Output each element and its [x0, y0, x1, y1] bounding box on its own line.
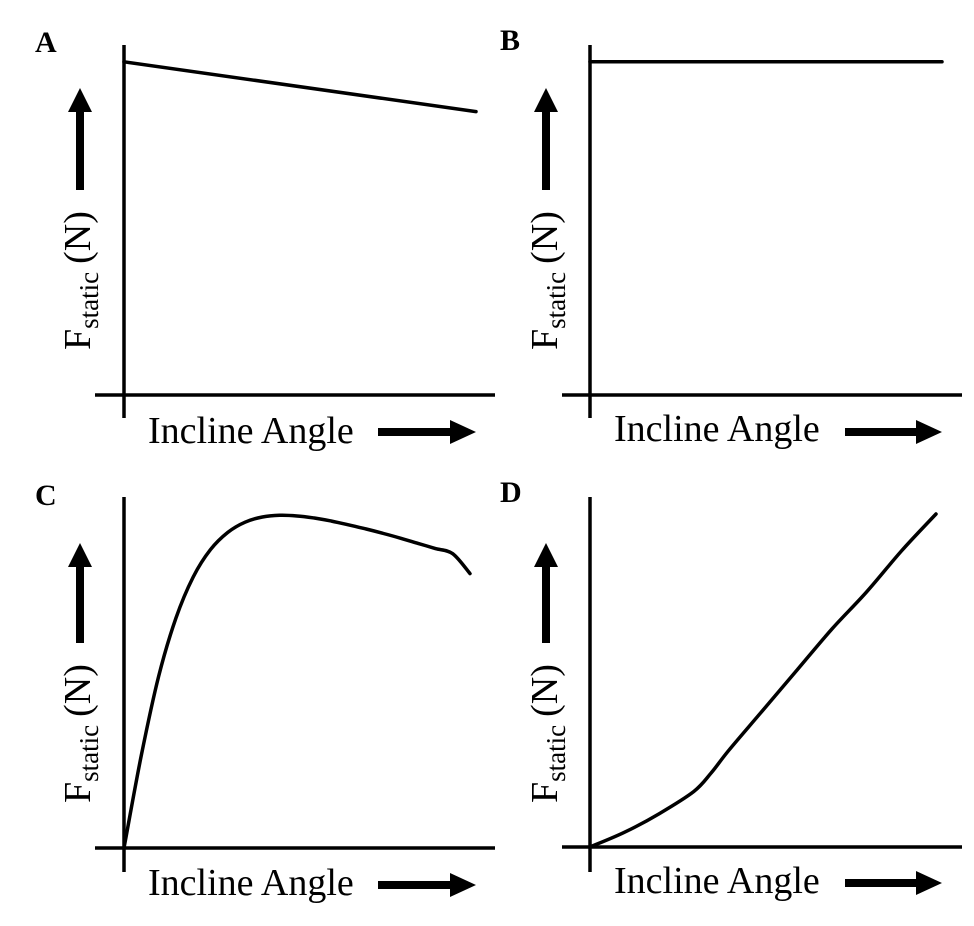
y-axis-arrow-head [534, 88, 558, 112]
x-axis-label: Incline Angle [614, 408, 820, 450]
series-line [122, 513, 472, 850]
panel-a: A Fstatic (N) Incline Angle [35, 26, 495, 452]
y-axis-label-main: F [57, 782, 99, 803]
y-axis-label: Fstatic (N) [524, 211, 571, 350]
x-axis-label: Incline Angle [148, 410, 354, 452]
y-axis-label-subscript: static [74, 272, 104, 329]
y-axis-label: Fstatic (N) [524, 664, 571, 803]
y-axis-label-unit: (N) [524, 211, 566, 264]
panel-label: A [35, 26, 57, 59]
series-line [122, 60, 478, 114]
x-axis-label: Incline Angle [148, 862, 354, 904]
y-axis-label-subscript: static [541, 725, 571, 782]
y-axis-label-main: F [57, 329, 99, 350]
y-axis-label-main: F [524, 329, 566, 350]
y-axis-label-subscript: static [74, 725, 104, 782]
y-axis-label-subscript: static [541, 272, 571, 329]
x-axis-arrow-head [450, 420, 476, 444]
x-axis-arrow-head [916, 420, 942, 444]
y-axis-label: Fstatic (N) [57, 211, 104, 350]
x-axis-arrow-head [916, 871, 942, 895]
panel-b: B Fstatic (N) Incline Angle [500, 24, 962, 450]
y-axis-label-unit: (N) [57, 664, 99, 717]
y-axis-label: Fstatic (N) [57, 664, 104, 803]
panel-c: C Fstatic (N) Incline Angle [35, 479, 495, 904]
y-axis-label-unit: (N) [524, 664, 566, 717]
y-axis-label-main: F [524, 782, 566, 803]
x-axis-label: Incline Angle [614, 860, 820, 902]
y-axis-arrow-head [68, 543, 92, 567]
panel-d: D Fstatic (N) Incline Angle [500, 476, 962, 902]
panel-label: B [500, 24, 520, 57]
y-axis-arrow-head [534, 543, 558, 567]
panel-label: D [500, 476, 522, 509]
y-axis-arrow-head [68, 88, 92, 112]
panel-label: C [35, 479, 57, 512]
series-line [588, 512, 938, 849]
x-axis-arrow-head [450, 873, 476, 897]
y-axis-label-unit: (N) [57, 211, 99, 264]
